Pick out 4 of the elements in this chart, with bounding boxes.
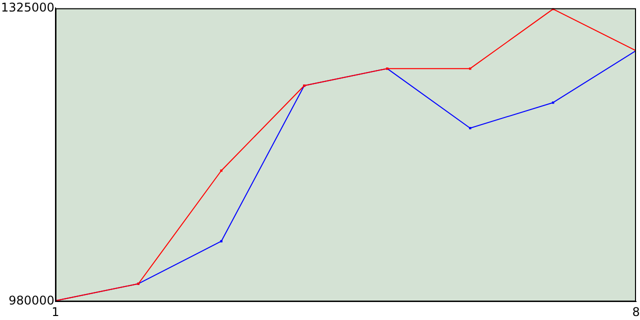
x-tick-label: 1 [52, 304, 60, 319]
x-tick-label: 8 [632, 304, 640, 319]
y-tick-label: 980000 [8, 294, 54, 308]
y-tick-label: 1325000 [0, 0, 54, 14]
